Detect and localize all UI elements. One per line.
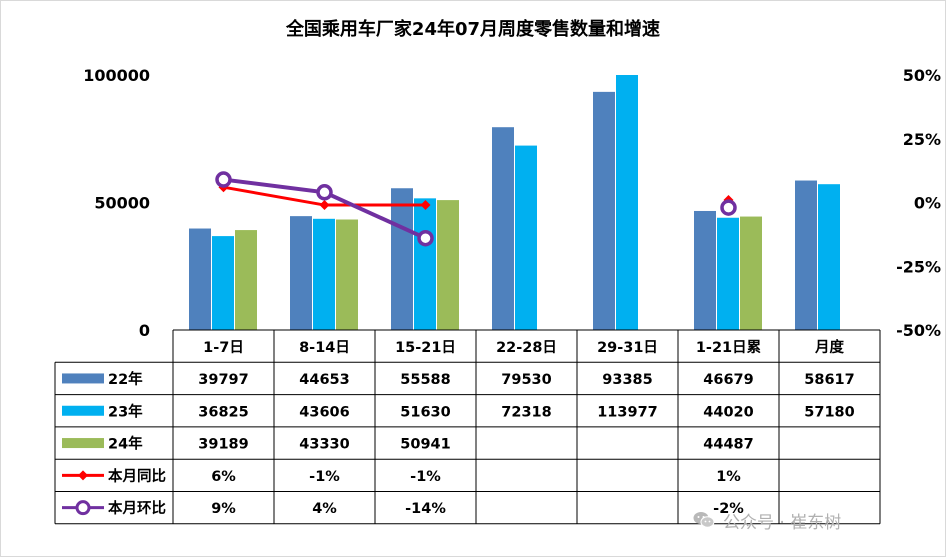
data-label-s1-3: 72318	[501, 404, 551, 420]
data-label-s2-5: 44487	[703, 437, 753, 453]
data-label-s1-0: 36825	[198, 404, 248, 420]
y-right-tick-label: -50%	[896, 321, 941, 340]
bar-s2-5	[740, 216, 762, 330]
bar-s0-3	[492, 127, 514, 330]
marker-diamond-1	[319, 200, 330, 211]
marker-circle-5	[720, 199, 737, 216]
data-label-s1-6: 57180	[804, 404, 854, 420]
bar-s2-1	[336, 219, 358, 330]
data-label-s0-2: 55588	[400, 372, 450, 388]
wechat-icon	[693, 512, 715, 528]
bar-s0-5	[694, 210, 716, 330]
y-right-tick-label: 25%	[903, 130, 941, 149]
data-label-s4-2: -14%	[405, 501, 446, 517]
legend-marker-circle	[75, 500, 91, 516]
data-label-s3-0: 6%	[211, 469, 236, 485]
legend-key-s1	[62, 405, 104, 416]
data-label-s2-1: 43330	[299, 437, 349, 453]
bar-s1-0	[212, 236, 234, 330]
bar-s1-2	[414, 198, 436, 330]
data-label-s0-6: 58617	[804, 372, 854, 388]
bar-s1-3	[515, 145, 537, 330]
legend-marker-diamond	[78, 470, 88, 481]
data-label-s1-4: 113977	[597, 404, 658, 420]
data-label-s4-1: 4%	[312, 501, 337, 517]
data-label-s0-0: 39797	[198, 372, 248, 388]
x-category-label: 1-7日	[203, 339, 244, 356]
y-right-tick-label: -25%	[896, 257, 941, 276]
watermark-text: 公众号 · 崔东树	[723, 512, 842, 533]
bar-s0-6	[795, 180, 817, 330]
x-category-label: 29-31日	[597, 339, 658, 356]
y-left-tick-label: 100000	[83, 66, 150, 85]
x-category-label: 15-21日	[395, 339, 456, 356]
legend-label-s4: 本月环比	[108, 499, 166, 517]
data-label-s3-1: -1%	[309, 469, 340, 485]
data-label-s3-2: -1%	[410, 469, 441, 485]
x-category-label: 月度	[814, 338, 844, 356]
watermark: 公众号 · 崔东树	[693, 505, 841, 535]
bar-s1-5	[717, 217, 739, 330]
bar-s0-1	[290, 216, 312, 330]
bar-s0-4	[593, 91, 615, 330]
legend-label-s0: 22年	[108, 370, 143, 388]
legend-label-s1: 23年	[108, 402, 143, 420]
data-label-s1-5: 44020	[703, 404, 753, 420]
data-label-s4-0: 9%	[211, 501, 236, 517]
legend-label-s2: 24年	[108, 435, 143, 453]
y-right-tick-label: 0%	[914, 194, 941, 213]
legend-key-s0	[62, 373, 104, 384]
x-category-label: 8-14日	[299, 339, 350, 356]
data-label-s0-3: 79530	[501, 372, 551, 388]
chart-title: 全国乘用车厂家24年07月周度零售数量和增速	[285, 19, 661, 40]
marker-circle-2	[417, 229, 434, 247]
marker-circle-1	[316, 184, 333, 201]
data-label-s1-2: 51630	[400, 404, 450, 420]
bar-s1-6	[818, 184, 840, 330]
bar-s1-1	[313, 218, 335, 330]
data-label-s2-0: 39189	[198, 437, 248, 453]
marker-diamond-2	[420, 200, 431, 211]
data-label-s2-2: 50941	[400, 437, 450, 453]
bar-s2-0	[235, 230, 257, 330]
data-label-s3-5: 1%	[716, 469, 741, 485]
x-category-label: 1-21日累	[696, 339, 761, 356]
data-label-s0-4: 93385	[602, 372, 652, 388]
data-label-s1-1: 43606	[299, 404, 349, 420]
data-label-s4-5: -2%	[713, 501, 744, 517]
data-label-s0-5: 46679	[703, 372, 753, 388]
bar-s0-2	[391, 188, 413, 330]
y-left-tick-label: 50000	[94, 194, 150, 213]
bar-s1-4	[616, 75, 638, 330]
marker-circle-0	[215, 171, 232, 188]
data-label-s0-1: 44653	[299, 372, 349, 388]
legend-key-s2	[62, 438, 104, 449]
bar-s0-0	[189, 228, 211, 330]
y-left-tick-label: 0	[139, 321, 150, 340]
legend-label-s3: 本月同比	[108, 467, 166, 485]
bar-s2-2	[437, 200, 459, 330]
y-right-tick-label: 50%	[903, 66, 941, 85]
x-category-label: 22-28日	[496, 339, 557, 356]
